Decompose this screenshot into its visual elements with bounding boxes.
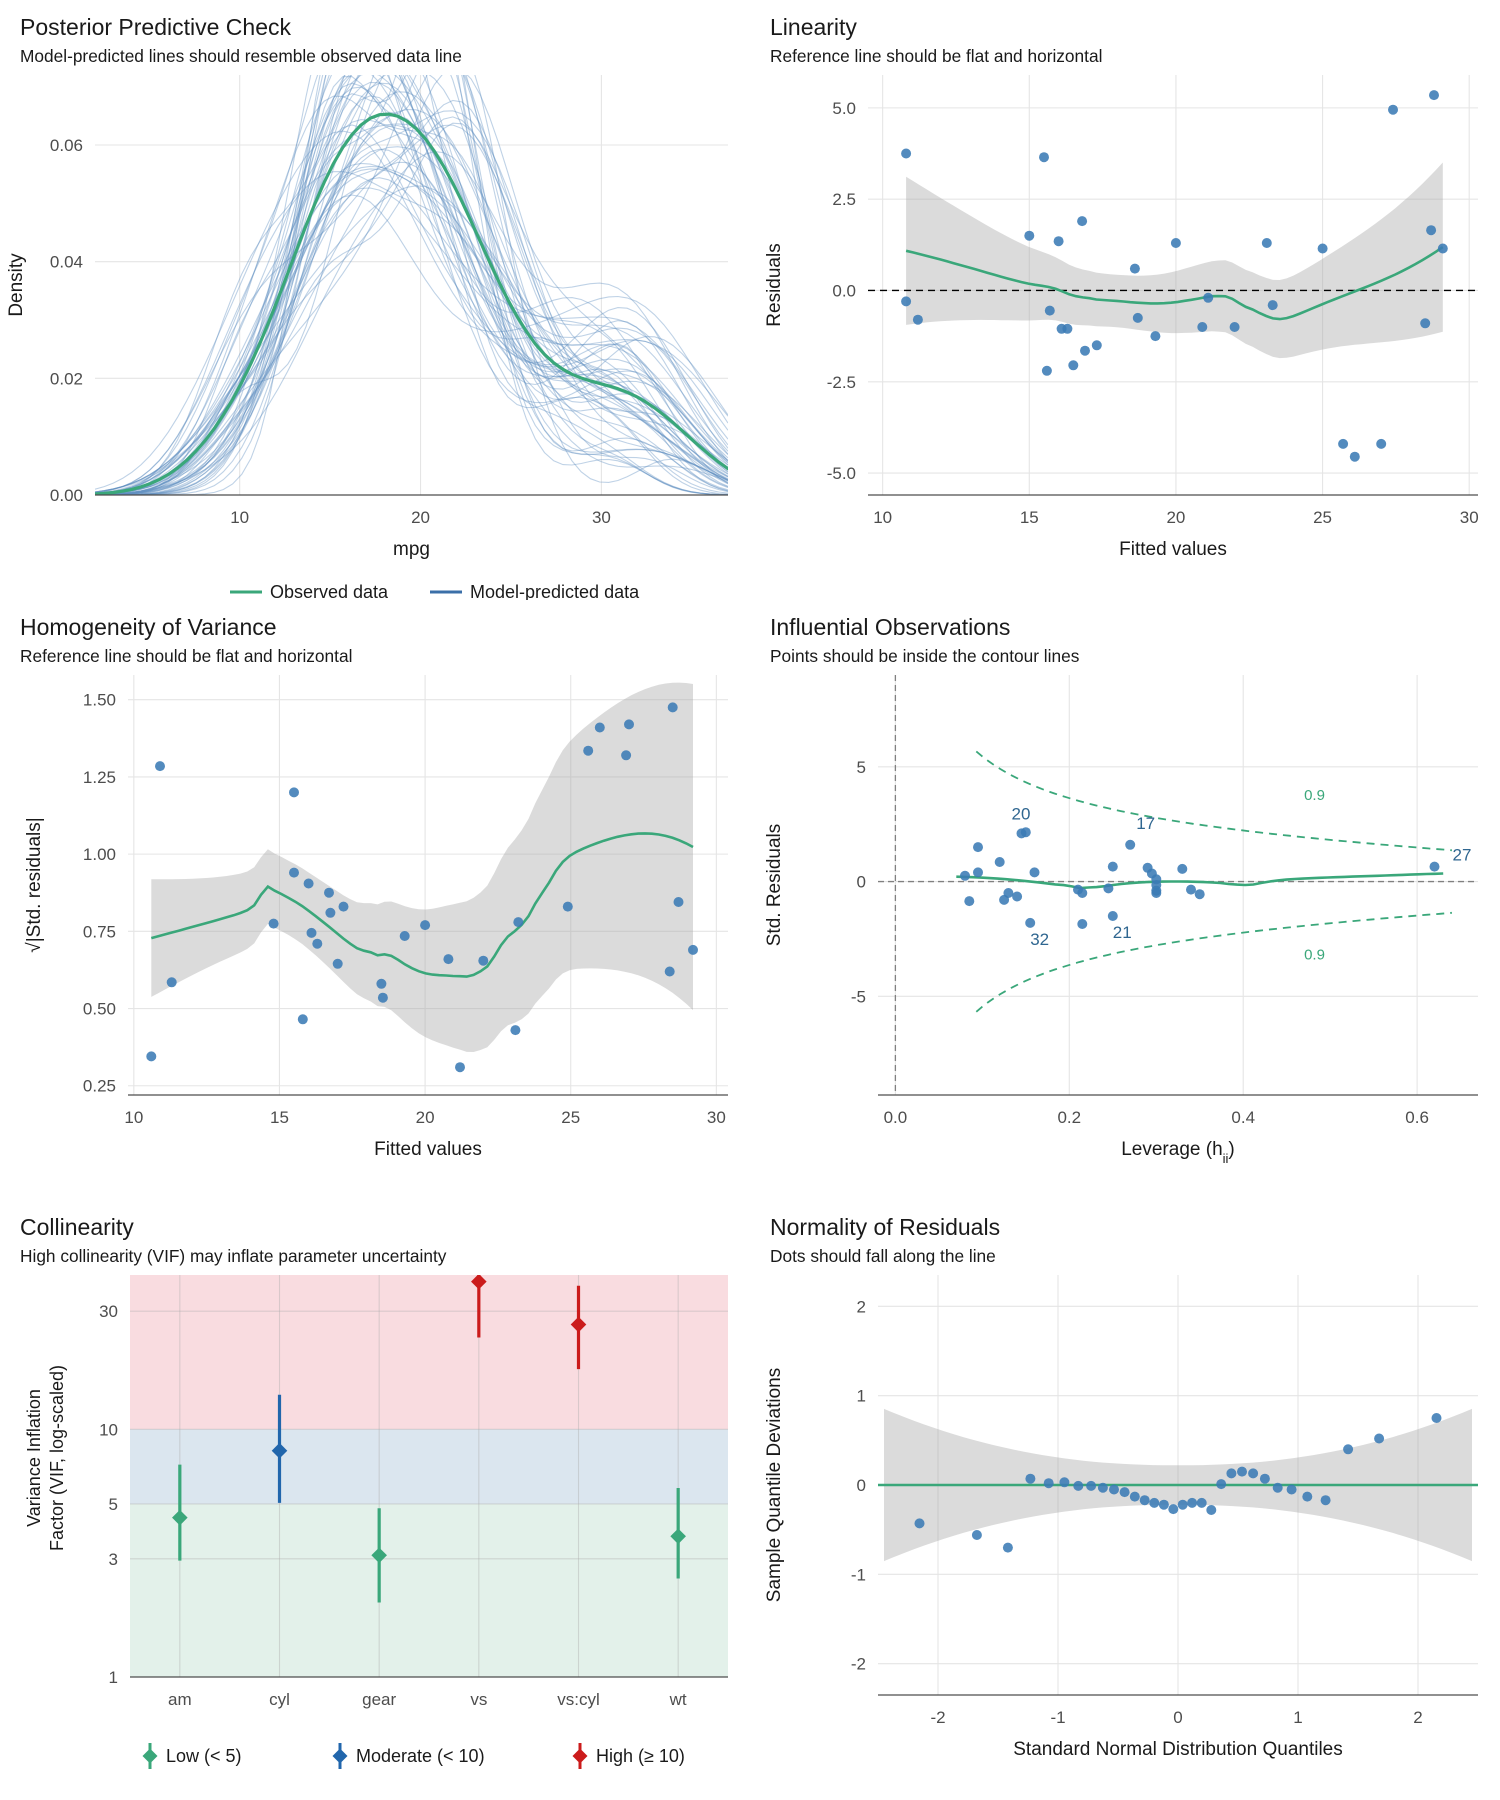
svg-text:Sample Quantile Deviations: Sample Quantile Deviations <box>764 1368 785 1602</box>
svg-text:20: 20 <box>411 508 430 527</box>
svg-text:Std. Residuals: Std. Residuals <box>764 824 785 947</box>
svg-text:30: 30 <box>1460 508 1479 527</box>
svg-text:gear: gear <box>362 1690 396 1709</box>
svg-text:0.75: 0.75 <box>83 922 116 941</box>
svg-text:15: 15 <box>1020 508 1039 527</box>
svg-text:32: 32 <box>1030 930 1049 949</box>
svg-text:20: 20 <box>416 1108 435 1127</box>
svg-text:2.5: 2.5 <box>832 190 856 209</box>
svg-text:30: 30 <box>707 1108 726 1127</box>
svg-text:-2.5: -2.5 <box>827 373 856 392</box>
svg-text:Leverage (hii): Leverage (hii) <box>1121 1139 1235 1166</box>
svg-text:20: 20 <box>1012 804 1031 823</box>
svg-text:10: 10 <box>99 1420 118 1439</box>
svg-text:Variance Inflation: Variance Inflation <box>24 1389 44 1527</box>
svg-text:0.9: 0.9 <box>1304 787 1325 804</box>
svg-text:0.0: 0.0 <box>832 281 856 300</box>
svg-text:10: 10 <box>230 508 249 527</box>
svg-text:-2: -2 <box>930 1708 945 1727</box>
svg-text:-1: -1 <box>1050 1708 1065 1727</box>
svg-text:Fitted values: Fitted values <box>1119 539 1227 560</box>
svg-text:√|Std. residuals|: √|Std. residuals| <box>24 817 45 952</box>
svg-text:Density: Density <box>6 253 27 317</box>
svg-text:17: 17 <box>1136 814 1155 833</box>
svg-text:0.2: 0.2 <box>1057 1108 1081 1127</box>
svg-text:0: 0 <box>1173 1708 1182 1727</box>
svg-text:0.4: 0.4 <box>1231 1108 1255 1127</box>
svg-text:Moderate (< 10): Moderate (< 10) <box>356 1746 485 1766</box>
svg-text:5: 5 <box>857 758 866 777</box>
svg-text:vs: vs <box>470 1690 487 1709</box>
svg-text:10: 10 <box>873 508 892 527</box>
svg-text:cyl: cyl <box>269 1690 290 1709</box>
svg-text:5.0: 5.0 <box>832 99 856 118</box>
svg-text:27: 27 <box>1453 846 1472 865</box>
svg-text:1.25: 1.25 <box>83 768 116 787</box>
svg-text:Residuals: Residuals <box>764 243 785 326</box>
svg-text:2: 2 <box>1413 1708 1422 1727</box>
svg-text:2: 2 <box>857 1297 866 1316</box>
svg-text:21: 21 <box>1113 923 1132 942</box>
svg-text:25: 25 <box>561 1108 580 1127</box>
svg-text:Observed data: Observed data <box>270 582 389 600</box>
svg-text:Model-predicted data: Model-predicted data <box>470 582 640 600</box>
svg-text:mpg: mpg <box>393 539 430 560</box>
svg-text:10: 10 <box>124 1108 143 1127</box>
svg-text:1: 1 <box>857 1387 866 1406</box>
svg-text:0: 0 <box>857 873 866 892</box>
svg-text:1.00: 1.00 <box>83 845 116 864</box>
svg-text:Standard Normal Distribution Q: Standard Normal Distribution Quantiles <box>1013 1739 1343 1760</box>
svg-text:Factor (VIF, log-scaled): Factor (VIF, log-scaled) <box>47 1365 67 1551</box>
svg-text:0.04: 0.04 <box>50 253 83 272</box>
svg-text:0.0: 0.0 <box>884 1108 908 1127</box>
svg-text:1.50: 1.50 <box>83 691 116 710</box>
svg-text:3: 3 <box>109 1550 118 1569</box>
svg-text:am: am <box>168 1690 192 1709</box>
svg-text:0.06: 0.06 <box>50 136 83 155</box>
svg-text:0.02: 0.02 <box>50 369 83 388</box>
svg-text:15: 15 <box>270 1108 289 1127</box>
svg-text:5: 5 <box>109 1495 118 1514</box>
svg-text:-2: -2 <box>851 1655 866 1674</box>
svg-text:1: 1 <box>1293 1708 1302 1727</box>
svg-text:Fitted values: Fitted values <box>374 1139 482 1160</box>
svg-text:vs:cyl: vs:cyl <box>557 1690 600 1709</box>
svg-text:20: 20 <box>1166 508 1185 527</box>
svg-text:Low (< 5): Low (< 5) <box>166 1746 242 1766</box>
svg-text:-1: -1 <box>851 1565 866 1584</box>
svg-text:-5.0: -5.0 <box>827 464 856 483</box>
svg-text:0.9: 0.9 <box>1304 947 1325 964</box>
svg-text:wt: wt <box>669 1690 687 1709</box>
svg-text:25: 25 <box>1313 508 1332 527</box>
svg-text:1: 1 <box>109 1668 118 1687</box>
svg-text:0.25: 0.25 <box>83 1077 116 1096</box>
svg-text:0: 0 <box>857 1476 866 1495</box>
svg-text:0.50: 0.50 <box>83 1000 116 1019</box>
svg-text:High (≥ 10): High (≥ 10) <box>596 1746 685 1766</box>
svg-text:30: 30 <box>592 508 611 527</box>
svg-text:0.6: 0.6 <box>1405 1108 1429 1127</box>
svg-text:-5: -5 <box>851 987 866 1006</box>
svg-text:30: 30 <box>99 1302 118 1321</box>
svg-text:0.00: 0.00 <box>50 486 83 505</box>
